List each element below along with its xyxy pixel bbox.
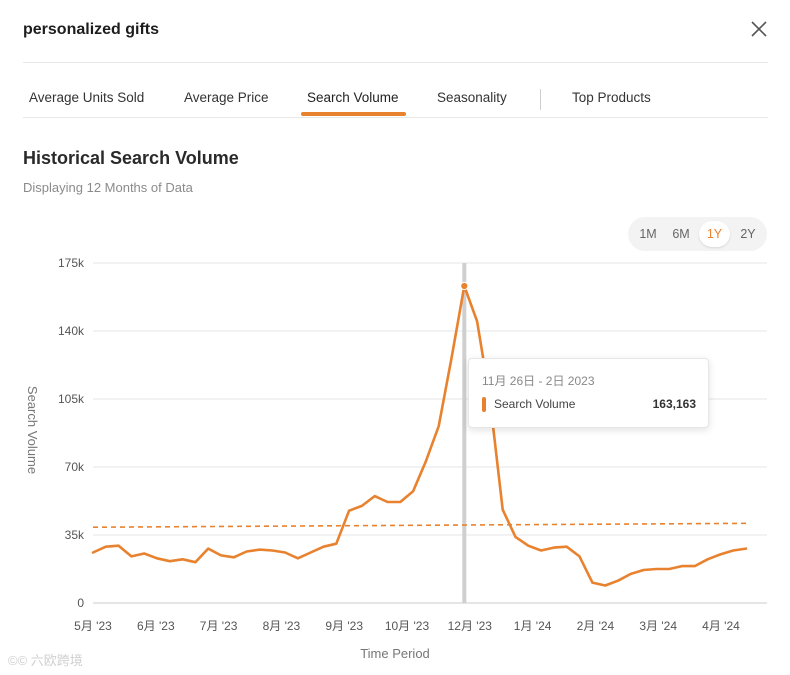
active-tab-indicator: [301, 112, 406, 116]
x-tick-label: 6月 '23: [137, 619, 175, 633]
tab-divider: [540, 89, 541, 110]
tooltip-date: 11月 26日 - 2日 2023: [482, 374, 595, 388]
x-tick-label: 2月 '24: [577, 619, 615, 633]
highlight-point: [460, 281, 469, 291]
chart-subheading: Displaying 12 Months of Data: [23, 180, 193, 195]
watermark-logo: ©© 六欧跨境: [8, 653, 83, 668]
y-tick-label: 140k: [58, 324, 85, 338]
range-1m-button[interactable]: 1M: [639, 227, 657, 241]
series-line-search-volume: [91, 284, 748, 587]
x-tick-label: 8月 '23: [263, 619, 301, 633]
x-tick-label: 9月 '23: [325, 619, 363, 633]
range-6m-button[interactable]: 6M: [672, 227, 690, 241]
x-tick-label: 1月 '24: [514, 619, 552, 633]
x-tick-label: 3月 '24: [639, 619, 677, 633]
tab-search-volume[interactable]: Search Volume: [307, 90, 399, 105]
y-tick-label: 105k: [58, 392, 85, 406]
tab-seasonality[interactable]: Seasonality: [437, 90, 507, 105]
x-tick-label: 5月 '23: [74, 619, 112, 633]
tooltip-series-name: Search Volume: [494, 397, 576, 411]
range-2y-button[interactable]: 2Y: [740, 227, 756, 241]
tab-top-products[interactable]: Top Products: [572, 90, 651, 105]
y-axis-title: Search Volume: [25, 386, 40, 474]
x-tick-label: 4月 '24: [702, 619, 740, 633]
x-tick-label: 7月 '23: [200, 619, 238, 633]
y-tick-label: 35k: [65, 528, 85, 542]
time-range-selector: 1M 6M 1Y 2Y: [628, 217, 767, 251]
y-tick-label: 70k: [65, 460, 85, 474]
trend-line: [92, 522, 747, 529]
dialog-title: personalized gifts: [23, 21, 160, 38]
tab-average-units-sold[interactable]: Average Units Sold: [29, 90, 145, 105]
x-axis-title: Time Period: [360, 646, 430, 661]
y-tick-label: 175k: [58, 256, 85, 270]
tooltip-value: 163,163: [652, 397, 696, 411]
chart-tooltip: 11月 26日 - 2日 2023 Search Volume 163,163: [468, 358, 709, 428]
close-icon[interactable]: [750, 20, 768, 38]
tab-bar: Average Units Sold Average Price Search …: [23, 80, 768, 118]
range-1y-button[interactable]: 1Y: [699, 221, 730, 247]
dialog-header: personalized gifts: [23, 18, 768, 63]
tab-average-price[interactable]: Average Price: [184, 90, 269, 105]
x-tick-label: 10月 '23: [385, 619, 430, 633]
x-tick-label: 12月 '23: [448, 619, 493, 633]
y-tick-label: 0: [77, 596, 84, 610]
chart-heading: Historical Search Volume: [23, 148, 239, 168]
tooltip-series-swatch: [482, 397, 486, 412]
